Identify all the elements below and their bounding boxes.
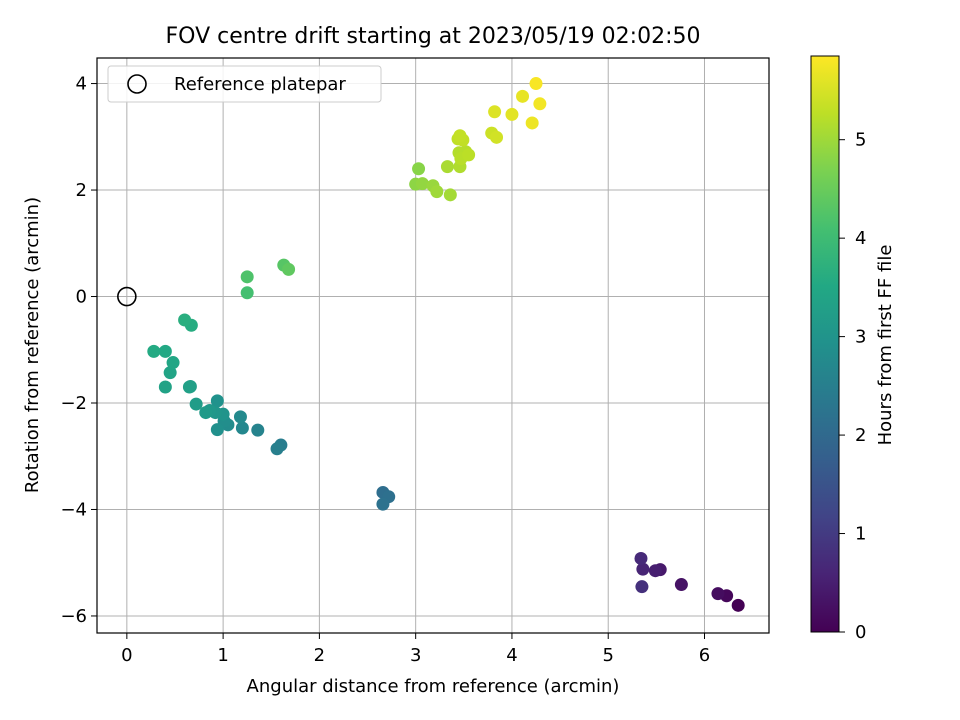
legend-label: Reference platepar	[174, 74, 346, 95]
data-point	[240, 270, 254, 284]
data-point	[210, 394, 224, 408]
colorbar-gradient	[810, 55, 840, 633]
y-tick-label: −6	[60, 606, 87, 627]
y-tick-label: −4	[60, 499, 87, 520]
y-tick-label: −2	[60, 393, 87, 414]
data-point	[453, 129, 467, 143]
data-point	[529, 77, 543, 91]
data-point	[490, 130, 504, 144]
data-point	[462, 148, 476, 162]
colorbar-label: Hours from first FF file	[875, 245, 896, 446]
colorbar-tick-label: 3	[855, 327, 866, 348]
data-point	[430, 185, 444, 199]
y-tick-label: 2	[76, 180, 87, 201]
data-point	[636, 562, 650, 576]
x-tick-label: 5	[602, 645, 613, 666]
data-point	[158, 344, 172, 358]
plot-frame	[96, 57, 770, 634]
data-point	[533, 97, 547, 111]
x-axis: 0 1 2 3 4 5 6	[121, 633, 710, 666]
colorbar-tick-label: 5	[855, 130, 866, 151]
grid	[97, 58, 769, 633]
data-point	[516, 89, 530, 103]
data-point	[270, 442, 284, 456]
data-point	[443, 188, 457, 202]
data-point	[189, 397, 203, 411]
data-point	[731, 598, 745, 612]
data-point	[634, 551, 648, 565]
x-tick-label: 6	[699, 645, 710, 666]
data-point	[178, 313, 192, 327]
x-axis-label: Angular distance from reference (arcmin)	[247, 676, 620, 697]
data-point	[711, 587, 725, 601]
colorbar-tick-label: 4	[855, 228, 866, 249]
y-tick-label: 4	[76, 74, 87, 95]
colorbar: 0 1 2 3 4 5 Hours from first FF file	[810, 55, 896, 643]
data-point	[166, 356, 180, 370]
legend: Reference platepar	[107, 65, 382, 103]
y-axis: −6 −4 −2 0 2 4	[60, 74, 97, 627]
data-point	[488, 105, 502, 119]
x-tick-label: 3	[410, 645, 421, 666]
data-point	[525, 116, 539, 130]
y-axis-label: Rotation from reference (arcmin)	[22, 197, 43, 493]
data-point	[199, 406, 213, 420]
data-point	[415, 177, 429, 191]
legend-box	[107, 65, 382, 103]
data-point	[240, 286, 254, 300]
data-point	[648, 564, 662, 578]
data-point	[158, 380, 172, 394]
data-point	[505, 107, 519, 121]
x-tick-label: 4	[506, 645, 517, 666]
data-point	[674, 578, 688, 592]
data-points	[147, 77, 745, 612]
colorbar-tick-label: 2	[855, 425, 866, 446]
data-point	[282, 262, 296, 276]
x-tick-label: 0	[121, 645, 132, 666]
data-point	[376, 497, 390, 511]
data-point	[233, 410, 247, 424]
x-tick-label: 2	[314, 645, 325, 666]
data-point	[163, 366, 177, 380]
x-tick-label: 1	[217, 645, 228, 666]
data-point	[440, 160, 454, 174]
chart-title: FOV centre drift starting at 2023/05/19 …	[166, 24, 701, 49]
colorbar-tick-label: 0	[855, 622, 866, 643]
data-point	[635, 580, 649, 594]
y-tick-label: 0	[76, 287, 87, 308]
data-point	[251, 423, 265, 437]
data-point	[182, 380, 196, 394]
reference-platepar-marker	[117, 286, 137, 307]
data-point	[147, 344, 161, 358]
colorbar-tick-label: 1	[855, 524, 866, 545]
data-point	[210, 423, 224, 437]
data-point	[235, 421, 249, 435]
data-point	[412, 162, 426, 176]
legend-marker-icon	[127, 74, 147, 94]
